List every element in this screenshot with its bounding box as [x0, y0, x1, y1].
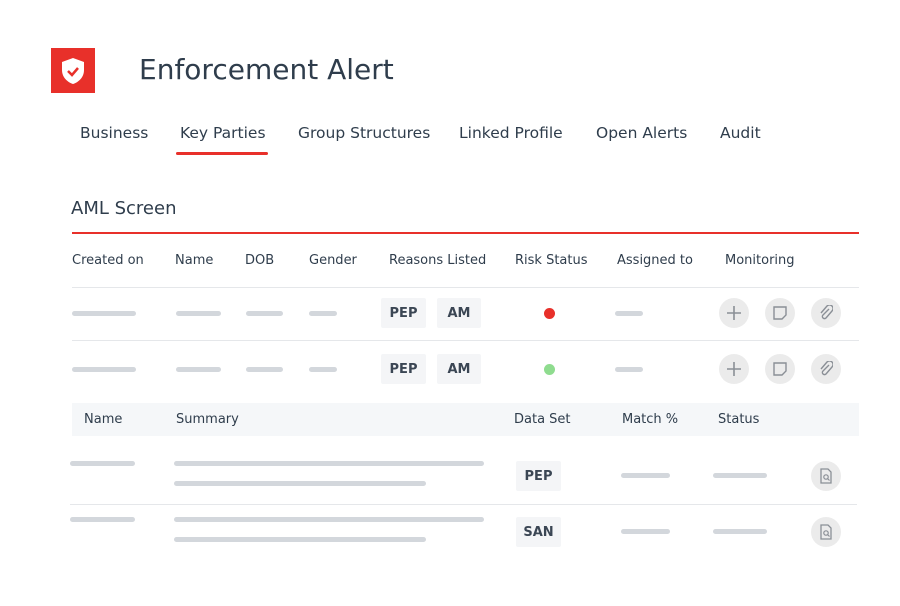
col-dob: DOB — [245, 253, 275, 268]
placeholder — [72, 367, 136, 372]
active-tab-indicator — [176, 152, 268, 155]
placeholder — [246, 367, 283, 372]
paperclip-icon — [820, 361, 833, 376]
col-status: Status — [718, 412, 760, 427]
data-set-chip: SAN — [516, 517, 561, 547]
reason-chip: AM — [437, 354, 481, 384]
col-reasons: Reasons Listed — [389, 253, 487, 268]
placeholder — [174, 481, 426, 486]
shield-check-icon — [62, 57, 84, 84]
note-icon — [773, 362, 787, 376]
col-summary: Summary — [176, 412, 239, 427]
col-gender: Gender — [309, 253, 357, 268]
placeholder — [713, 529, 767, 534]
placeholder — [174, 517, 484, 522]
placeholder — [309, 367, 337, 372]
tab-key-parties[interactable]: Key Parties — [180, 124, 266, 142]
divider — [70, 504, 857, 505]
risk-status-dot — [544, 308, 555, 319]
tab-open-alerts[interactable]: Open Alerts — [596, 124, 688, 142]
placeholder — [72, 311, 136, 316]
placeholder — [70, 517, 135, 522]
view-document-button[interactable] — [811, 517, 841, 547]
placeholder — [174, 461, 484, 466]
add-button[interactable] — [719, 298, 749, 328]
page-title: Enforcement Alert — [139, 53, 394, 86]
col-risk: Risk Status — [515, 253, 588, 268]
placeholder — [621, 473, 670, 478]
note-icon — [773, 306, 787, 320]
note-button[interactable] — [765, 298, 795, 328]
matches-header — [72, 403, 859, 436]
reason-chip: AM — [437, 298, 481, 328]
section-divider — [72, 232, 859, 234]
placeholder — [621, 529, 670, 534]
view-document-button[interactable] — [811, 461, 841, 491]
col-assigned: Assigned to — [617, 253, 693, 268]
tab-linked-profile[interactable]: Linked Profile — [459, 124, 563, 142]
add-button[interactable] — [719, 354, 749, 384]
col-created-on: Created on — [72, 253, 144, 268]
document-search-icon — [820, 524, 832, 540]
tab-group-structures[interactable]: Group Structures — [298, 124, 431, 142]
attach-button[interactable] — [811, 298, 841, 328]
attach-button[interactable] — [811, 354, 841, 384]
document-search-icon — [820, 468, 832, 484]
col-name: Name — [175, 253, 214, 268]
paperclip-icon — [820, 305, 833, 320]
col-data-set: Data Set — [514, 412, 571, 427]
placeholder — [615, 367, 643, 372]
plus-icon — [727, 362, 741, 376]
placeholder — [713, 473, 767, 478]
data-set-chip: PEP — [516, 461, 561, 491]
tab-audit[interactable]: Audit — [720, 124, 761, 142]
col-monitoring: Monitoring — [725, 253, 795, 268]
placeholder — [615, 311, 643, 316]
placeholder — [176, 367, 221, 372]
placeholder — [309, 311, 337, 316]
note-button[interactable] — [765, 354, 795, 384]
risk-status-dot — [544, 364, 555, 375]
divider — [72, 287, 859, 288]
reason-chip: PEP — [381, 298, 426, 328]
placeholder — [176, 311, 221, 316]
reason-chip: PEP — [381, 354, 426, 384]
section-title: AML Screen — [71, 198, 177, 219]
divider — [72, 340, 859, 341]
logo — [51, 48, 95, 93]
placeholder — [174, 537, 426, 542]
placeholder — [246, 311, 283, 316]
col-match-name: Name — [84, 412, 123, 427]
placeholder — [70, 461, 135, 466]
plus-icon — [727, 306, 741, 320]
col-match-pct: Match % — [622, 412, 679, 427]
tab-business[interactable]: Business — [80, 124, 149, 142]
